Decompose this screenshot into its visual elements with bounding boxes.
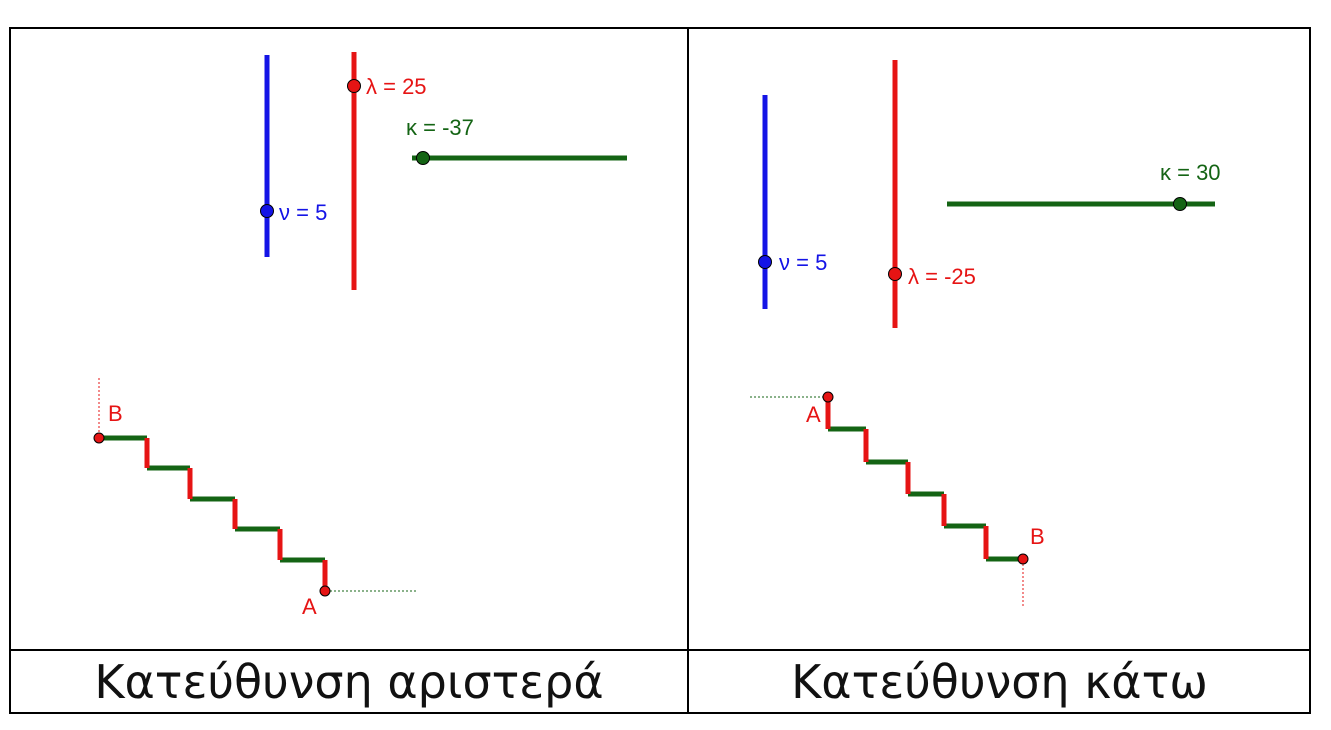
slider-kappa-label: κ = 30 (1160, 160, 1221, 185)
point-b[interactable] (93, 432, 105, 444)
point-b-label: B (1030, 524, 1045, 549)
table-grid (9, 27, 1311, 714)
table-border (9, 27, 1311, 714)
stair-risers (825, 397, 989, 559)
staircase-left: B A (93, 378, 417, 619)
slider-lambda-handle[interactable] (888, 267, 902, 281)
staircase-right: A B (750, 391, 1045, 607)
point-a-label: A (806, 402, 821, 427)
slider-nu-label: ν = 5 (779, 250, 827, 275)
slider-kappa-handle[interactable] (1173, 197, 1187, 211)
left-panel: ν = 5 λ = 25 κ = -37 (93, 52, 627, 619)
caption-right: Κατεύθυνση κάτω (791, 655, 1208, 709)
slider-nu-label: ν = 5 (279, 200, 327, 225)
point-b[interactable] (1017, 553, 1029, 565)
slider-lambda-label: λ = -25 (908, 264, 976, 289)
caption-left: Κατεύθυνση αριστερά (94, 655, 604, 709)
stair-treads (99, 435, 325, 563)
slider-kappa-handle[interactable] (416, 151, 430, 165)
point-a-label: A (302, 594, 317, 619)
slider-lambda-label: λ = 25 (366, 74, 427, 99)
point-a[interactable] (822, 391, 834, 403)
point-a[interactable] (319, 585, 331, 597)
slider-lambda-handle[interactable] (347, 79, 361, 93)
point-b-label: B (108, 401, 123, 426)
slider-nu-handle[interactable] (260, 204, 274, 218)
slider-kappa-label: κ = -37 (406, 115, 474, 140)
slider-nu-handle[interactable] (758, 255, 772, 269)
stair-risers (144, 438, 328, 590)
stair-treads (828, 426, 1023, 562)
right-panel: ν = 5 λ = -25 κ = 30 (750, 60, 1221, 607)
